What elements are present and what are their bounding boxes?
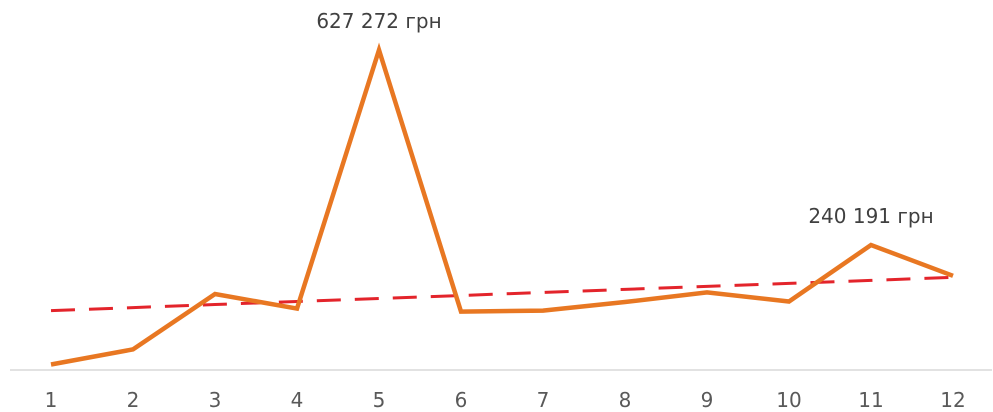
x-tick-label: 2 <box>127 388 140 412</box>
x-tick-label: 1 <box>45 388 58 412</box>
x-tick-label: 10 <box>776 388 801 412</box>
x-tick-label: 11 <box>858 388 883 412</box>
x-tick-label: 8 <box>619 388 632 412</box>
x-tick-label: 12 <box>940 388 965 412</box>
x-tick-label: 3 <box>209 388 222 412</box>
x-tick-label: 5 <box>373 388 386 412</box>
data-label: 627 272 грн <box>316 9 441 33</box>
data-label: 240 191 грн <box>808 204 933 228</box>
x-tick-labels: 1 2 3 4 5 6 7 8 9 10 11 12 <box>45 388 966 412</box>
x-tick-label: 6 <box>455 388 468 412</box>
x-tick-label: 9 <box>701 388 714 412</box>
x-tick-label: 4 <box>291 388 304 412</box>
x-tick-label: 7 <box>537 388 550 412</box>
series-line <box>50 42 954 367</box>
series-layer <box>50 42 954 367</box>
data-labels: 627 272 грн 240 191 грн <box>316 9 933 228</box>
